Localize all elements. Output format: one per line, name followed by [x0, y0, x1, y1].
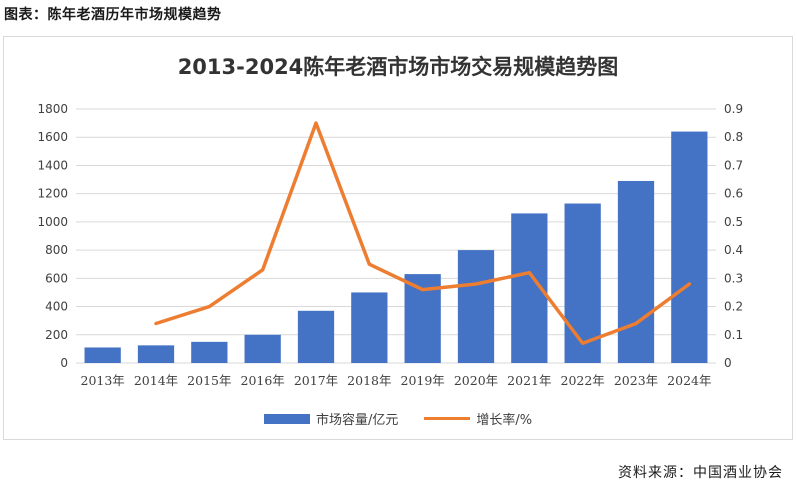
y-right-tick-label: 0.3: [724, 271, 743, 285]
y-left-tick-label: 200: [45, 328, 68, 342]
y-right-tick-label: 0.8: [724, 130, 743, 144]
y-right-tick-label: 0.9: [724, 102, 743, 116]
y-left-tick-label: 1000: [37, 215, 68, 229]
bar: [671, 131, 708, 363]
y-left-tick-label: 400: [45, 300, 68, 314]
chart-title: 2013-2024陈年老酒市场市场交易规模趋势图: [177, 55, 619, 79]
legend-item-line: 增长率/%: [424, 409, 532, 428]
y-left-tick-label: 1600: [37, 130, 68, 144]
y-left-tick-label: 1200: [37, 187, 68, 201]
x-tick-label: 2022年: [561, 373, 605, 388]
x-tick-label: 2019年: [401, 373, 445, 388]
y-right-tick-label: 0: [724, 356, 732, 370]
x-tick-label: 2015年: [187, 373, 231, 388]
x-tick-label: 2016年: [241, 373, 285, 388]
x-tick-label: 2013年: [81, 373, 125, 388]
legend-swatch-line: [424, 417, 471, 420]
y-left-tick-label: 1400: [37, 158, 68, 172]
chart-plot: 0 200 400 600 800 1000 1200 1400 1600 1800 0 0.1 0.2…: [37, 102, 743, 388]
x-tick-label: 2017年: [294, 373, 338, 388]
chart-frame: 2013-2024陈年老酒市场市场交易规模趋势图 0 200 400 600 800 10…: [3, 36, 793, 440]
bar: [457, 250, 495, 363]
bar: [617, 180, 655, 363]
y-left-tick-label: 600: [45, 271, 68, 285]
bar: [84, 347, 121, 363]
legend-label-line: 增长率/%: [476, 413, 533, 428]
legend-swatch-bar: [263, 413, 310, 424]
x-tick-label: 2021年: [507, 373, 551, 388]
bar: [297, 310, 335, 363]
bar: [191, 341, 228, 363]
x-tick-label: 2018年: [347, 373, 391, 388]
bar: [137, 345, 175, 363]
y-left-tick-label: 800: [45, 243, 68, 257]
chart-legend: 市场容量/亿元 增长率/%: [4, 409, 792, 428]
bar: [244, 334, 281, 363]
source-note: 资料来源：中国酒业协会: [618, 465, 783, 481]
y-right-tick-label: 0.7: [724, 158, 743, 172]
x-tick-label: 2020年: [454, 373, 498, 388]
x-tick-label: 2024年: [667, 373, 711, 388]
bar: [351, 292, 388, 363]
y-right-tick-label: 0.2: [724, 300, 743, 314]
x-tick-label: 2014年: [134, 373, 178, 388]
y-right-tick-label: 0.4: [724, 243, 743, 257]
y-right-tick-label: 0.1: [724, 328, 743, 342]
y-left-tick-label: 0: [60, 356, 68, 370]
figure-caption: 图表：陈年老酒历年市场规模趋势: [4, 7, 222, 23]
x-tick-label: 2023年: [614, 373, 658, 388]
legend-label-bar: 市场容量/亿元: [315, 413, 399, 428]
y-right-tick-label: 0.5: [724, 215, 743, 229]
y-left-tick-label: 1800: [37, 102, 68, 116]
y-right-tick-label: 0.6: [724, 187, 743, 201]
legend-item-bar: 市场容量/亿元: [263, 409, 399, 428]
bar: [564, 203, 601, 363]
